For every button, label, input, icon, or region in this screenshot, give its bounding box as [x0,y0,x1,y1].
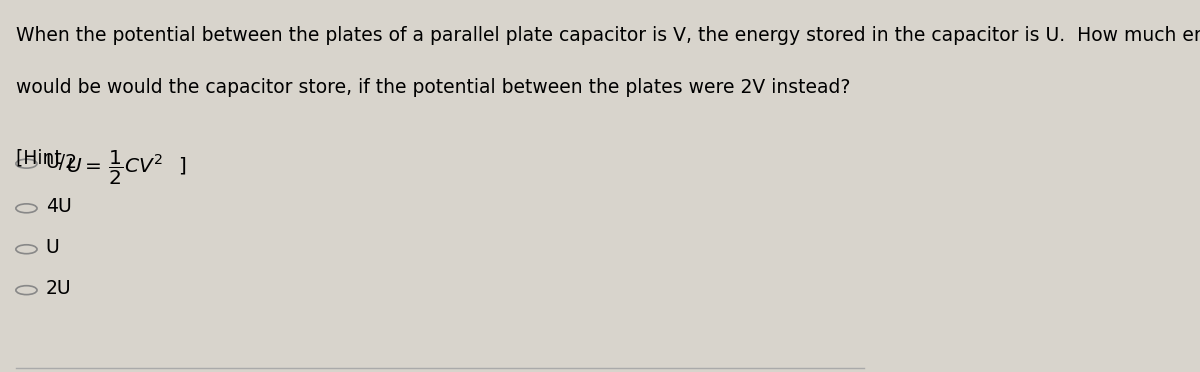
Text: U/2: U/2 [46,153,78,171]
Text: U: U [46,238,60,257]
Text: would be would the capacitor store, if the potential between the plates were 2V : would be would the capacitor store, if t… [16,78,851,97]
Text: 4U: 4U [46,197,72,216]
Text: When the potential between the plates of a parallel plate capacitor is V, the en: When the potential between the plates of… [16,26,1200,45]
Text: [Hint: [Hint [16,149,73,168]
Text: $U=\,\dfrac{1}{2}CV^2\,$  ]: $U=\,\dfrac{1}{2}CV^2\,$ ] [66,149,187,187]
Text: 2U: 2U [46,279,72,298]
